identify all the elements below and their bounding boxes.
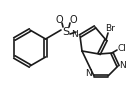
- Text: Br: Br: [105, 23, 115, 32]
- Text: Cl: Cl: [118, 43, 126, 52]
- Text: O: O: [69, 15, 77, 25]
- Text: O: O: [55, 15, 63, 25]
- Text: N: N: [120, 61, 126, 70]
- Text: N: N: [72, 30, 78, 39]
- Text: S: S: [62, 27, 69, 37]
- Text: N: N: [86, 69, 92, 78]
